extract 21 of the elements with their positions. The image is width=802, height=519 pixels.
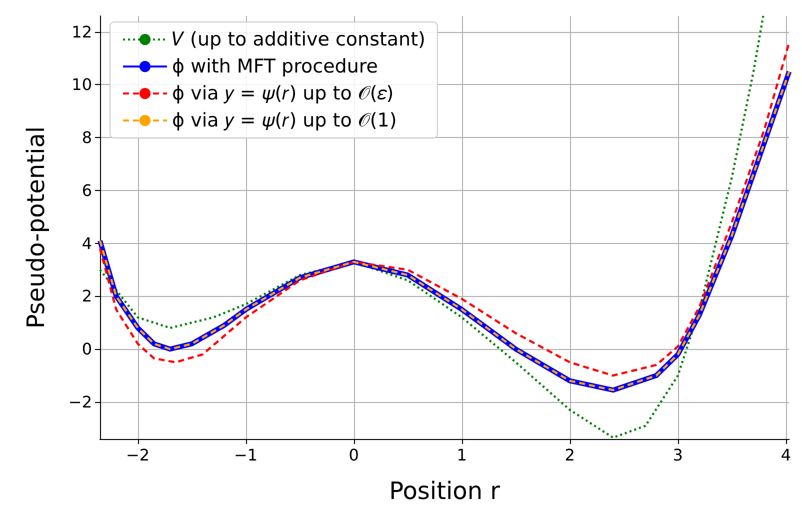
x-tick-label: 2 xyxy=(564,446,575,464)
x-tick-label: 3 xyxy=(672,446,683,464)
y-tick-label: 10 xyxy=(72,75,92,94)
x-tick-label: 0 xyxy=(348,446,359,464)
y-tick-label: 2 xyxy=(82,286,92,306)
y-tick-label: 6 xyxy=(82,180,92,200)
legend-label: ϕ via 𝑦 = 𝜓(𝑟) up to 𝒪(1) xyxy=(172,110,397,132)
y-tick-label: 4 xyxy=(82,234,92,253)
legend-label: 𝑉 (up to additive constant) xyxy=(172,28,426,50)
x-tick-label: −1 xyxy=(234,446,258,464)
y-tick-label: 0 xyxy=(82,340,92,359)
legend-label: ϕ with MFT procedure xyxy=(172,56,378,78)
x-tick-label: 1 xyxy=(456,446,467,464)
y-tick-label: 8 xyxy=(82,128,92,148)
y-tick-label: −2 xyxy=(68,392,92,412)
y-axis-title: Pseudo-potential xyxy=(22,126,50,329)
x-axis-title: Position r xyxy=(389,477,500,505)
y-tick-label: 12 xyxy=(72,22,92,42)
x-tick-label: −2 xyxy=(126,446,150,464)
x-tick-label: 4 xyxy=(780,446,792,464)
legend-label: ϕ via 𝑦 = 𝜓(𝑟) up to 𝒪(𝜀) xyxy=(172,82,394,104)
